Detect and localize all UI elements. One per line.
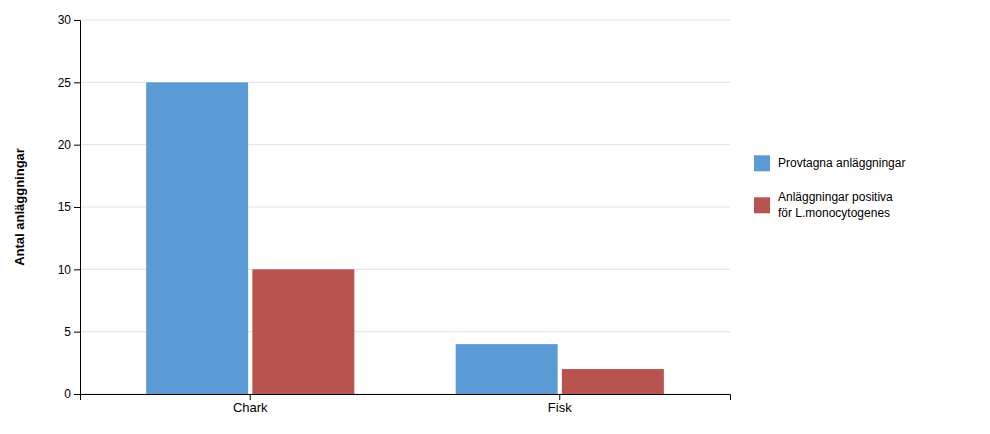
bars (146, 82, 664, 394)
y-tick-label: 5 (64, 325, 71, 339)
y-tick-label: 15 (58, 200, 72, 214)
legend-label-line: Anläggningar positiva (778, 191, 893, 205)
x-tick-label: Fisk (548, 400, 572, 415)
x-tick-label: Chark (233, 400, 268, 415)
bar-series (146, 82, 557, 394)
x-tick: Chark (233, 394, 268, 415)
y-tick-mark (74, 207, 80, 208)
bar (146, 82, 248, 394)
legend-label-line: för L.monocytogenes (778, 207, 890, 221)
x-axis-line (81, 395, 731, 401)
y-tick-mark (74, 394, 80, 395)
y-tick: 20 (58, 138, 80, 152)
legend-swatch (754, 155, 770, 171)
bar (456, 344, 558, 394)
y-tick: 30 (58, 13, 80, 27)
legend-label: Provtagna anläggningar (778, 157, 905, 171)
y-tick-label: 25 (58, 76, 72, 90)
legend-label-line: Provtagna anläggningar (778, 157, 905, 171)
y-tick-label: 30 (58, 13, 72, 27)
x-tick-mark (250, 394, 251, 400)
y-tick-mark (74, 20, 80, 21)
x-tick-mark (559, 394, 560, 400)
grid-line (80, 20, 730, 21)
legend-label: Anläggningar positiva för L.monocytogenes (778, 191, 893, 221)
bar-series (252, 269, 663, 394)
y-tick: 5 (64, 325, 80, 339)
chart-container: Chark Fisk 0 5 10 15 20 25 30 Antal anläggningar P… (0, 0, 990, 434)
legend-item: Provtagna anläggningar (754, 155, 905, 171)
y-tick: 0 (64, 387, 80, 401)
y-axis: 0 5 10 15 20 25 30 (58, 13, 81, 401)
y-tick: 25 (58, 76, 80, 90)
y-tick-mark (74, 269, 80, 270)
chart-svg: Chark Fisk 0 5 10 15 20 25 30 Antal anläggningar P… (0, 0, 990, 434)
plot-area: Chark Fisk 0 5 10 15 20 25 30 (58, 13, 731, 415)
y-tick-label: 10 (58, 263, 72, 277)
y-axis-label: Antal anläggningar (12, 148, 27, 266)
bar (562, 369, 664, 394)
y-tick-label: 20 (58, 138, 72, 152)
y-axis-line (74, 21, 81, 395)
y-tick: 15 (58, 200, 80, 214)
legend-item: Anläggningar positiva för L.monocytogenes (754, 191, 893, 221)
bar (252, 269, 354, 394)
grid (80, 20, 730, 394)
x-tick: Fisk (548, 394, 572, 415)
y-tick-mark (74, 332, 80, 333)
x-axis: Chark Fisk (81, 394, 731, 415)
y-tick-mark (74, 145, 80, 146)
legend: Provtagna anläggningar Anläggningar posit… (754, 155, 905, 220)
legend-swatch (754, 197, 770, 213)
y-tick-mark (74, 82, 80, 83)
y-tick: 10 (58, 263, 80, 277)
y-tick-label: 0 (64, 387, 71, 401)
